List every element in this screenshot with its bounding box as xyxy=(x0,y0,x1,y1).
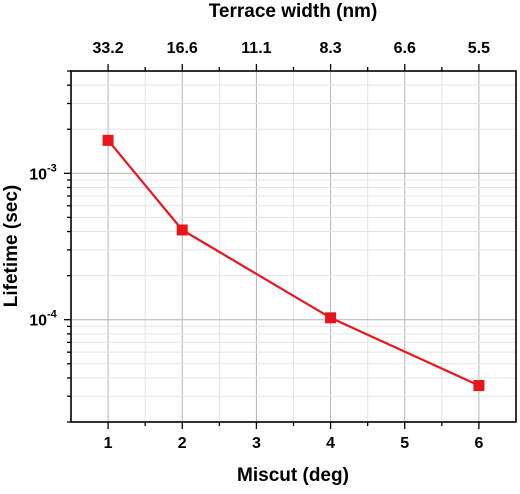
x-tick-label: 4 xyxy=(326,435,335,452)
top-axis-title: Terrace width (nm) xyxy=(209,1,378,22)
y-tick-label: 10 xyxy=(29,313,47,330)
x-axis-title: Miscut (deg) xyxy=(237,465,349,486)
y-tick-label: 10 xyxy=(29,166,47,183)
series-layer xyxy=(102,134,485,392)
x-tick-label: 1 xyxy=(104,435,113,452)
data-point xyxy=(325,312,337,324)
x-tick-label: 3 xyxy=(252,435,261,452)
y-tick-exponent: -3 xyxy=(47,162,57,174)
x-tick-label: 5 xyxy=(400,435,409,452)
x-tick-label: 6 xyxy=(474,435,483,452)
top-tick-label: 16.6 xyxy=(167,40,198,57)
series-line xyxy=(107,139,480,387)
data-point xyxy=(473,380,485,392)
grid xyxy=(71,70,516,423)
top-tick-label: 6.6 xyxy=(394,40,416,57)
top-tick-label: 5.5 xyxy=(468,40,490,57)
data-point xyxy=(102,134,114,146)
y-axis-title: Lifetime (sec) xyxy=(1,185,22,307)
top-tick-label: 11.1 xyxy=(241,40,271,57)
data-point xyxy=(176,224,188,236)
y-tick-exponent: -4 xyxy=(47,309,58,321)
top-tick-label: 8.3 xyxy=(319,40,341,57)
x-tick-label: 2 xyxy=(178,435,187,452)
top-tick-label: 33.2 xyxy=(93,40,124,57)
